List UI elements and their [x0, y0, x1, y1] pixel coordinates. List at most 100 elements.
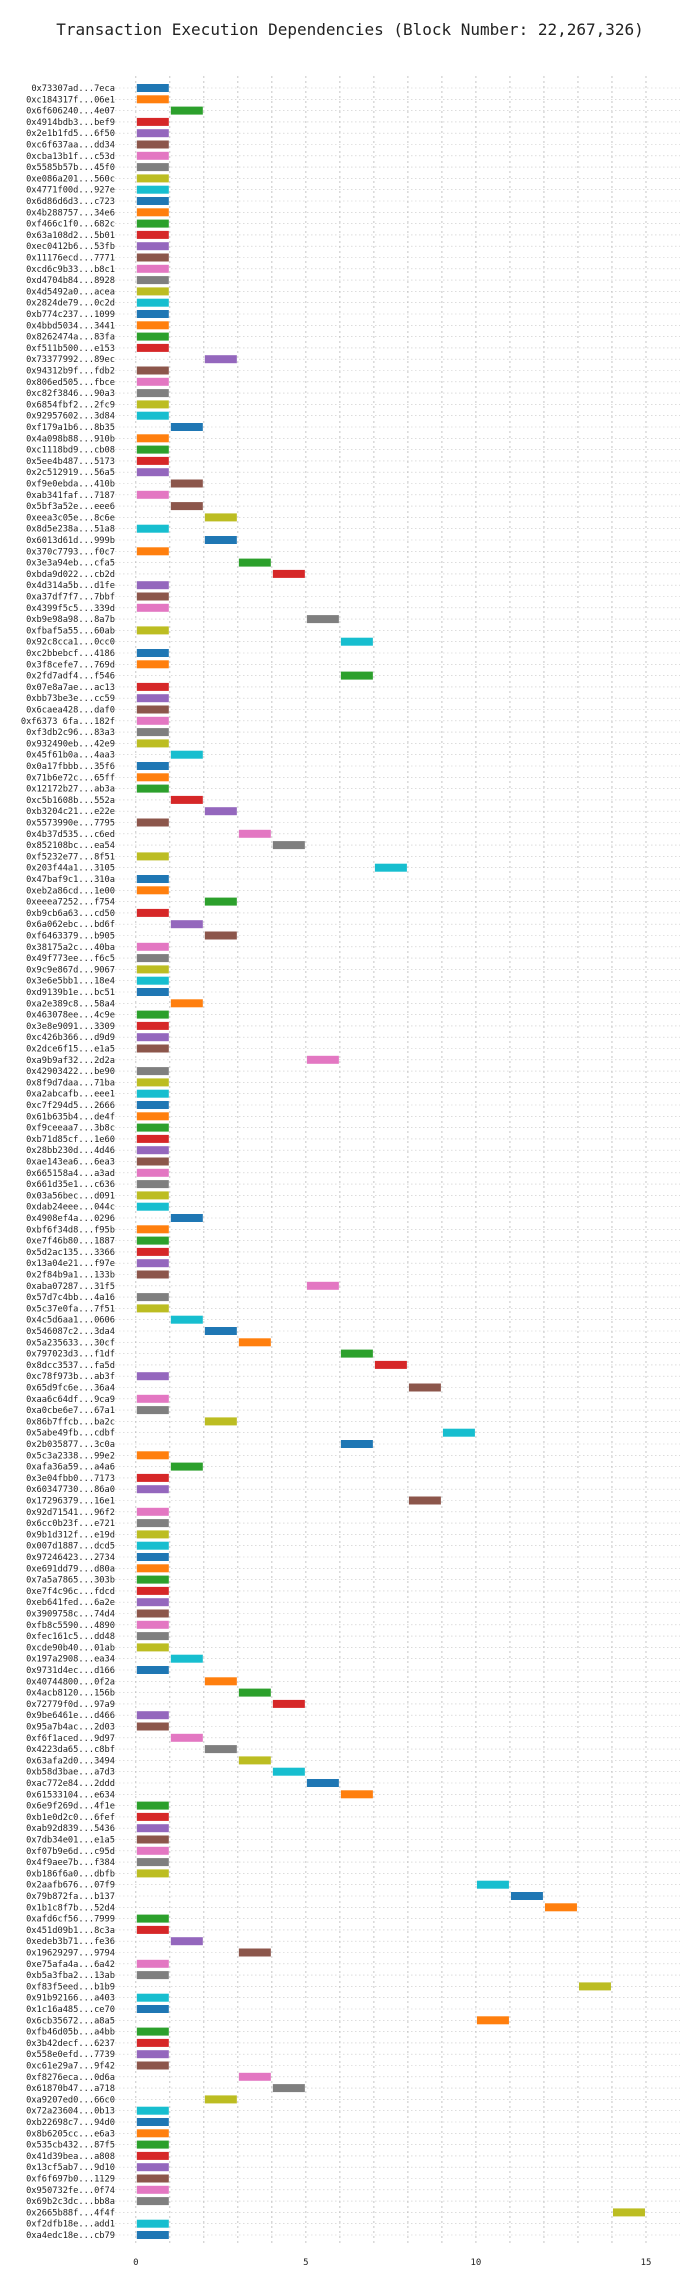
- dependency-bar: [204, 1677, 237, 1686]
- y-tick-label: 0x2665b88f...4f4f: [26, 2208, 115, 2218]
- dependency-bar: [272, 1767, 305, 1776]
- dependency-bar: [136, 1473, 169, 1482]
- dependency-bar: [136, 1824, 169, 1833]
- y-tick-label: 0x61870b47...a718: [26, 2084, 115, 2094]
- dependency-bar: [136, 2106, 169, 2115]
- dependency-bar: [136, 1101, 169, 1109]
- dependency-bar: [136, 1507, 169, 1516]
- y-tick-label: 0x535cb432...87f5: [26, 2141, 115, 2151]
- y-tick-label: 0x61533104...e634: [26, 1790, 115, 1800]
- dependency-bar: [136, 1236, 169, 1245]
- dependency-bar: [136, 298, 169, 307]
- dependency-bar: [136, 547, 169, 556]
- y-tick-label: 0xac772e84...2ddd: [26, 1779, 115, 1789]
- dependency-bar: [238, 1756, 271, 1765]
- dependency-bar: [136, 592, 169, 601]
- y-tick-label: 0xf07b9e6d...c95d: [26, 1847, 115, 1857]
- y-tick-label: 0x49f773ee...f6c5: [26, 954, 115, 964]
- y-tick-label: 0x3b42decf...6237: [26, 2039, 115, 2049]
- y-tick-label: 0x7a5a7865...303b: [26, 1576, 115, 1586]
- y-tick-label: 0xcde90b40...01ab: [26, 1643, 115, 1653]
- y-tick-label: 0x5585b57b...45f0: [26, 163, 115, 173]
- dependency-bar: [136, 185, 169, 194]
- dependency-bar: [136, 581, 169, 590]
- y-tick-label: 0x42903422...be90: [26, 1067, 115, 1077]
- y-tick-label: 0xab92d839...5436: [26, 1824, 115, 1834]
- dependency-bar: [136, 321, 169, 330]
- y-tick-label: 0x95a7b4ac...2d03: [26, 1723, 115, 1733]
- dependency-bar: [136, 1959, 169, 1968]
- dependency-bar: [272, 841, 305, 850]
- dependency-bar: [612, 2208, 645, 2217]
- dependency-bar: [136, 1123, 169, 1132]
- y-tick-label: 0x45f61b0a...4aa3: [26, 751, 115, 761]
- y-tick-label: 0xb58d3bae...a7d3: [26, 1768, 115, 1778]
- dependency-bar: [136, 1033, 169, 1042]
- y-tick-label: 0x92c8cca1...0cc0: [26, 638, 115, 648]
- y-tick-label: 0x8dcc3537...fa5d: [26, 1361, 115, 1371]
- dependency-bar: [170, 750, 203, 759]
- y-tick-label: 0x8d5e238a...51a8: [26, 525, 115, 535]
- y-tick-label: 0x5c37e0fa...7f51: [26, 1304, 115, 1314]
- y-tick-label: 0x73307ad...7eca: [31, 84, 115, 94]
- y-tick-label: 0xa9207ed0...66c0: [26, 2095, 115, 2105]
- y-tick-label: 0x6cc0b23f...e721: [26, 1519, 115, 1529]
- y-tick-label: 0x4f9aee7b...f384: [26, 1858, 115, 1868]
- y-tick-label: 0xe086a201...560c: [26, 174, 115, 184]
- y-tick-label: 0x2dce6f15...e1a5: [26, 1045, 115, 1055]
- dependency-bar: [170, 502, 203, 511]
- y-tick-label: 0xcba13b1f...c53d: [26, 152, 115, 162]
- y-tick-label: 0x797023d3...f1df: [26, 1350, 115, 1360]
- dependency-bar: [136, 1067, 169, 1076]
- dependency-bar: [136, 343, 169, 352]
- y-tick-label: 0x3f8cefe7...769d: [26, 660, 115, 670]
- dependency-bar: [578, 1982, 611, 1991]
- dependency-bar: [136, 332, 169, 341]
- y-tick-label: 0x463078ee...4c9e: [26, 1011, 115, 1021]
- dependency-bar: [170, 1462, 203, 1471]
- dependency-bar: [204, 931, 237, 940]
- y-tick-label: 0xeeea7252...f754: [26, 898, 115, 908]
- dependency-bar: [136, 140, 169, 149]
- y-tick-label: 0x5d2ac135...3366: [26, 1248, 115, 1258]
- y-tick-label: 0x92d71541...96f2: [26, 1508, 115, 1518]
- dependency-bar: [136, 242, 169, 251]
- dependency-bar: [136, 1553, 169, 1561]
- y-tick-label: 0x4c5d6aa1...0606: [26, 1316, 115, 1326]
- x-tick-label: 5: [303, 2258, 308, 2268]
- dependency-bar: [136, 682, 169, 691]
- y-tick-label: 0xc82f3846...90a3: [26, 389, 115, 399]
- y-tick-label: 0x6d86d6d3...c723: [26, 197, 115, 207]
- dependency-bar: [136, 2231, 169, 2239]
- dependency-bar: [136, 908, 169, 917]
- dependency-bar: [476, 2016, 509, 2025]
- dependency-bar: [442, 1428, 475, 1437]
- dependency-bar: [136, 1575, 169, 1584]
- dependency-bar: [272, 2084, 305, 2093]
- dependency-bar: [136, 456, 169, 465]
- dependency-bar: [136, 2027, 169, 2036]
- dependency-bar: [136, 310, 169, 318]
- dependency-bar: [544, 1903, 577, 1912]
- dependency-bar: [136, 95, 169, 104]
- y-tick-label: 0xc426b366...d9d9: [26, 1033, 115, 1043]
- dependency-bar: [136, 1112, 169, 1121]
- dependency-bar: [170, 1654, 203, 1663]
- dependency-bar: [476, 1880, 509, 1889]
- dependency-bar: [136, 400, 169, 409]
- y-tick-label: 0x558e0efd...7739: [26, 2050, 115, 2060]
- dependency-bar: [136, 264, 169, 273]
- dependency-bar: [136, 739, 169, 748]
- x-tick-label: 0: [133, 2258, 138, 2268]
- dependency-bar: [408, 1383, 441, 1392]
- dependency-bar: [136, 818, 169, 827]
- y-tick-label: 0xf6f697b0...1129: [26, 2175, 115, 2185]
- y-tick-label: 0x3e6e5bb1...18e4: [26, 977, 115, 987]
- y-tick-label: 0x8f9d7daa...71ba: [26, 1078, 115, 1088]
- dependency-bar: [136, 2219, 169, 2228]
- dependency-bar: [136, 1914, 169, 1923]
- y-tick-label: 0xf5232e77...8f51: [26, 852, 115, 862]
- dependency-bar: [136, 1564, 169, 1573]
- dependency-bar: [136, 1632, 169, 1641]
- y-tick-label: 0x13a04e21...f97e: [26, 1259, 115, 1269]
